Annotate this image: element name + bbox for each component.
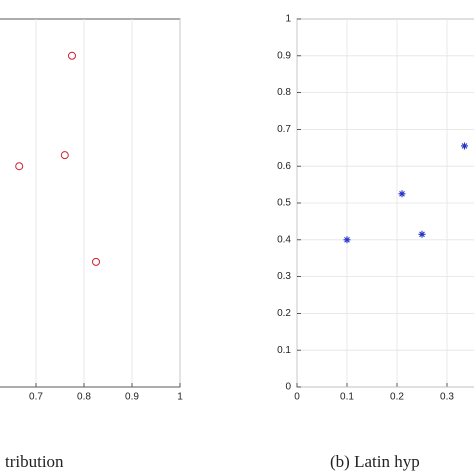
data-point <box>343 236 351 244</box>
caption: tribution <box>5 452 64 471</box>
y-tick-label: 0.6 <box>277 161 291 172</box>
y-tick-label: 0.4 <box>277 234 291 245</box>
data-point <box>398 190 406 198</box>
x-tick-label: 0 <box>294 392 300 403</box>
y-tick-label: 0.2 <box>277 308 291 319</box>
y-tick-label: 0 <box>285 382 291 393</box>
plot-frame <box>0 18 181 388</box>
data-point <box>418 230 426 238</box>
x-tick-label: 1 <box>177 392 183 403</box>
y-tick-label: 0.9 <box>277 50 291 61</box>
data-point <box>92 257 100 266</box>
y-tick-label: 0.1 <box>277 345 291 356</box>
data-point <box>60 151 69 160</box>
x-tick-label: 0.7 <box>29 392 43 403</box>
y-tick-label: 0.8 <box>277 87 291 98</box>
x-tick-label: 0.2 <box>390 392 404 403</box>
x-tick-label: 0.9 <box>125 392 139 403</box>
caption: (b) Latin hyp <box>330 452 420 471</box>
x-tick-label: 0.3 <box>440 392 454 403</box>
y-tick-label: 0.3 <box>277 271 291 282</box>
y-tick-label: 1 <box>285 14 291 25</box>
x-tick-label: 0.1 <box>340 392 354 403</box>
data-point <box>15 162 24 171</box>
y-tick-label: 0.5 <box>277 198 291 209</box>
x-tick-label: 0.8 <box>77 392 91 403</box>
y-tick-label: 0.7 <box>277 124 291 135</box>
data-point <box>461 142 468 150</box>
data-point <box>68 51 76 60</box>
